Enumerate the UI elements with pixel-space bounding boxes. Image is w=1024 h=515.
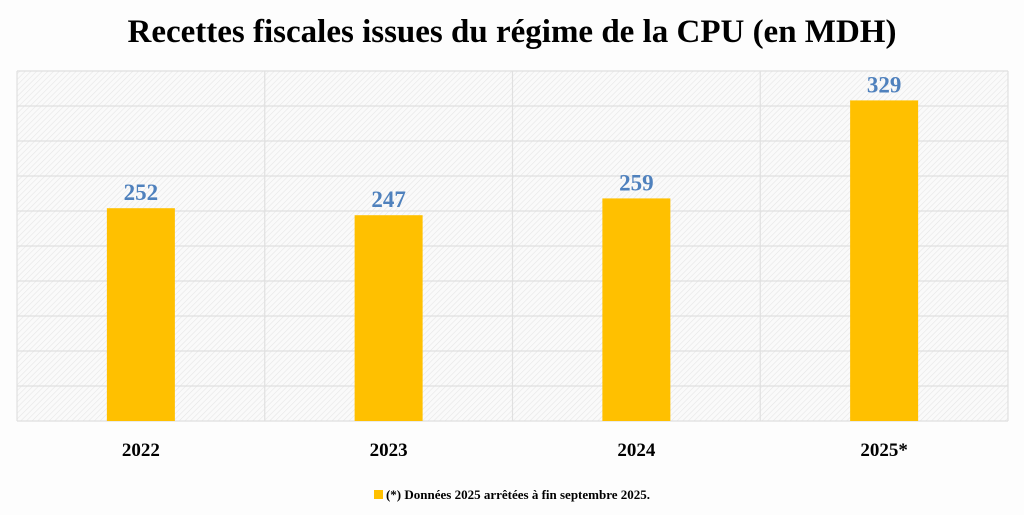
x-tick-label: 2023 [370,440,408,461]
data-label: 259 [619,170,654,195]
x-tick-label: 2022 [122,440,160,461]
bar-2023 [354,215,423,421]
bar-2024 [602,198,671,421]
data-label: 252 [124,180,159,205]
bar-2022 [106,208,175,421]
legend-swatch [373,490,383,499]
chart-title: Recettes fiscales issues du régime de la… [127,14,897,50]
bar-2025* [850,100,919,422]
legend: (*) Données 2025 arrêtées à fin septembr… [0,487,1024,503]
x-tick-label: 2024 [617,440,656,461]
data-label: 247 [371,187,406,212]
x-tick-label: 2025* [860,440,908,461]
data-label: 329 [867,72,902,97]
legend-text: (*) Données 2025 arrêtées à fin septembr… [385,487,651,502]
